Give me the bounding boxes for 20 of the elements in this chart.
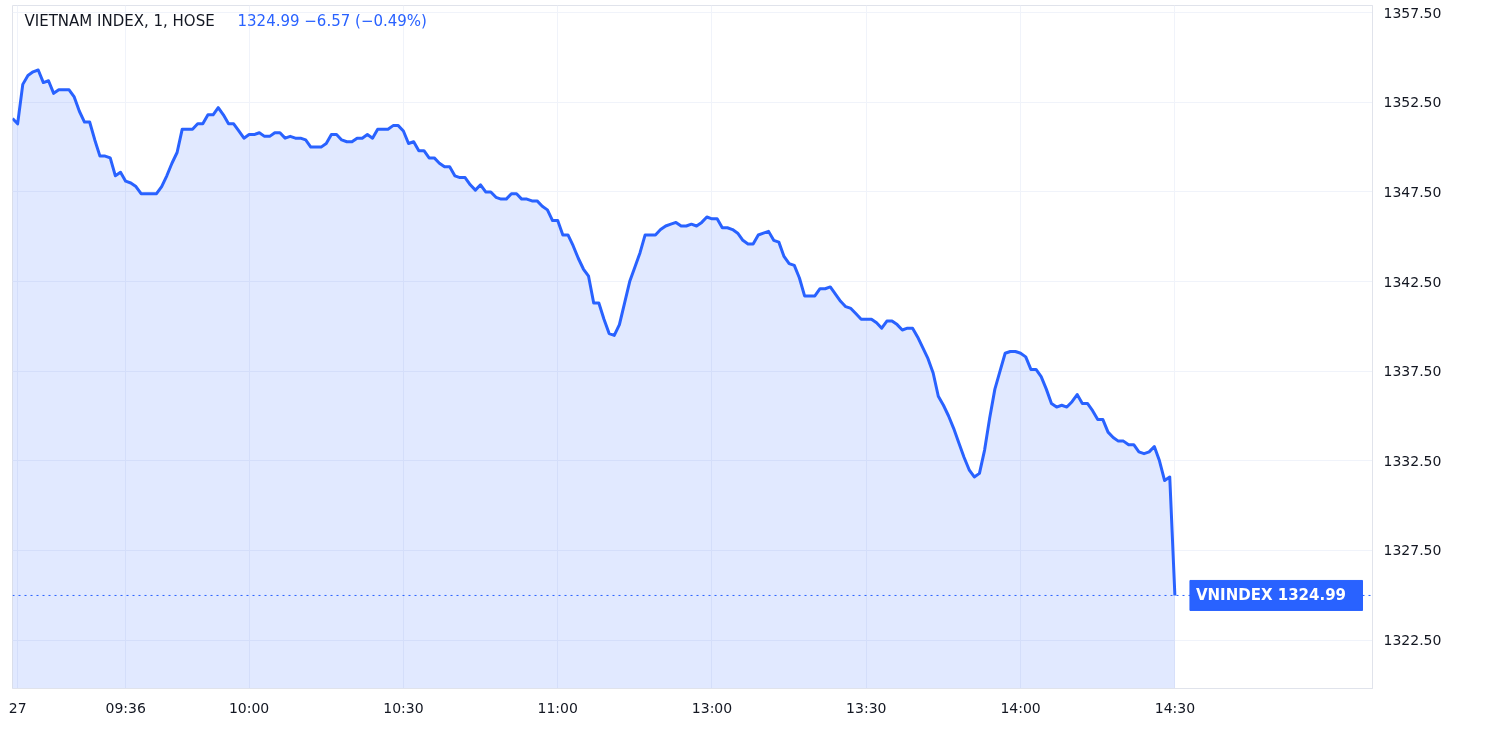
- y-tick-label: 1337.50: [1383, 363, 1442, 380]
- x-tick-label: 27: [8, 699, 27, 716]
- y-tick-label: 1347.50: [1383, 183, 1442, 200]
- x-tick-label: 14:00: [1000, 699, 1041, 716]
- x-tick-label: 11:00: [537, 699, 578, 716]
- y-tick-label: 1332.50: [1383, 452, 1442, 469]
- ref-line-label: VNINDEX 1324.99: [1195, 586, 1347, 605]
- text: 1324.99 −6.57 (−0.49%): [237, 11, 427, 30]
- y-tick-label: 1342.50: [1383, 273, 1442, 290]
- y-tick-label: 1327.50: [1383, 542, 1442, 559]
- y-tick-label: 1322.50: [1383, 632, 1442, 649]
- x-tick-label: 13:30: [846, 699, 887, 716]
- x-tick-label: 10:00: [228, 699, 270, 716]
- x-tick-label: 09:36: [105, 699, 146, 716]
- x-tick-label: 10:30: [383, 699, 424, 716]
- y-tick-label: 1357.50: [1383, 4, 1442, 21]
- x-tick-label: 13:00: [691, 699, 733, 716]
- text: VIETNAM INDEX, 1, HOSE: [24, 11, 215, 30]
- x-tick-label: 14:30: [1154, 699, 1196, 716]
- y-tick-label: 1352.50: [1383, 94, 1442, 111]
